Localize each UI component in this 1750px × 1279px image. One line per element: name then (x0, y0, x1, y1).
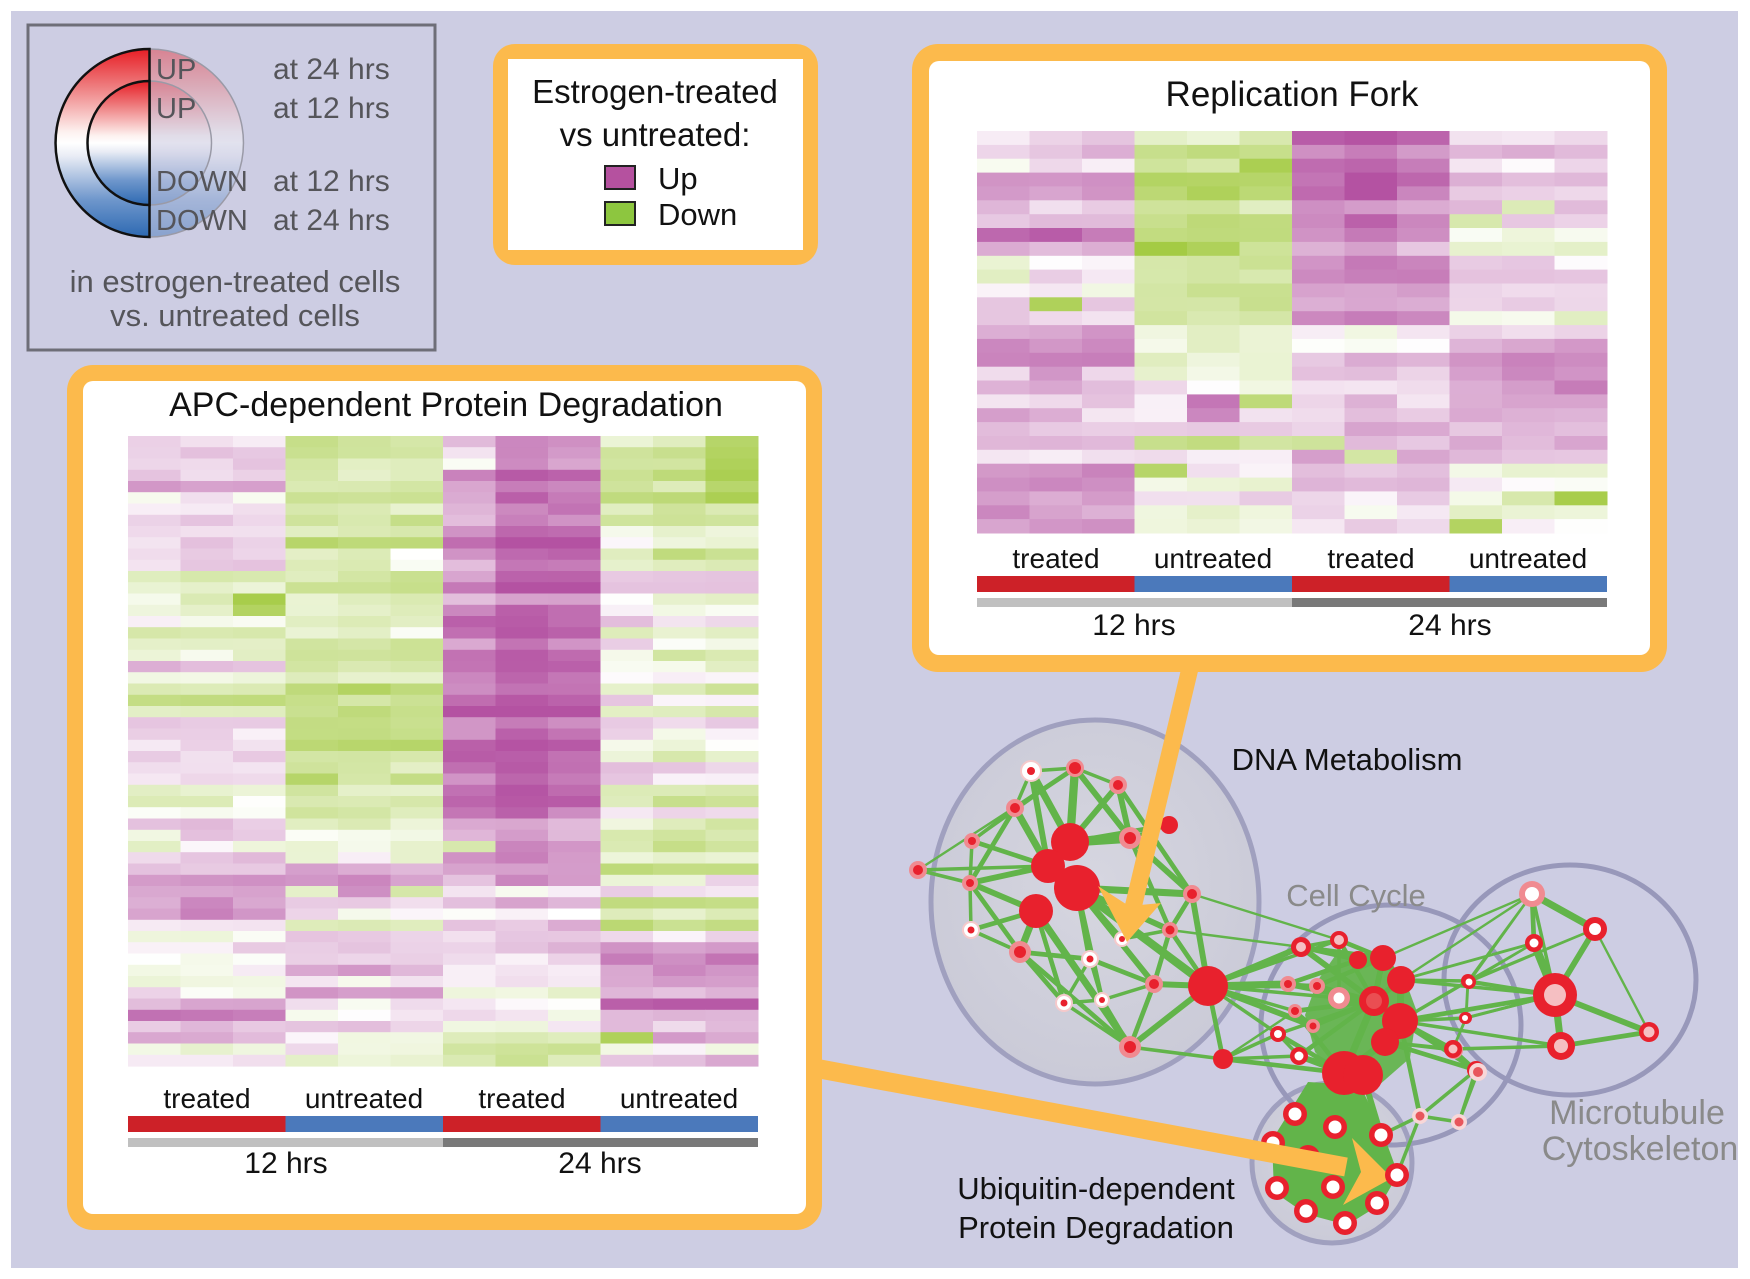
svg-text:12 hrs: 12 hrs (1092, 609, 1175, 642)
svg-text:treated: treated (478, 1083, 565, 1114)
svg-text:APC-dependent Protein Degradat: APC-dependent Protein Degradation (169, 386, 723, 424)
svg-text:Protein Degradation: Protein Degradation (958, 1210, 1234, 1245)
svg-text:treated: treated (1012, 543, 1099, 574)
svg-text:24 hrs: 24 hrs (1408, 609, 1491, 642)
svg-text:UP: UP (156, 93, 196, 125)
svg-text:Replication Fork: Replication Fork (1166, 75, 1419, 114)
svg-text:untreated: untreated (305, 1083, 423, 1114)
svg-text:Microtubule: Microtubule (1549, 1094, 1725, 1132)
svg-text:Cytoskeleton: Cytoskeleton (1542, 1130, 1739, 1168)
svg-text:treated: treated (1327, 543, 1414, 574)
svg-text:vs untreated:: vs untreated: (560, 116, 751, 153)
svg-text:untreated: untreated (620, 1083, 738, 1114)
svg-text:vs. untreated cells: vs. untreated cells (110, 298, 360, 333)
svg-text:24 hrs: 24 hrs (558, 1147, 641, 1180)
svg-text:at 24 hrs: at 24 hrs (273, 204, 390, 237)
svg-text:untreated: untreated (1154, 543, 1272, 574)
svg-text:Up: Up (658, 161, 698, 196)
svg-text:untreated: untreated (1469, 543, 1587, 574)
svg-text:UP: UP (156, 54, 196, 86)
svg-text:Estrogen-treated: Estrogen-treated (532, 73, 778, 110)
svg-text:DOWN: DOWN (156, 166, 248, 198)
svg-text:treated: treated (163, 1083, 250, 1114)
svg-text:at 12 hrs: at 12 hrs (273, 92, 390, 125)
svg-text:DNA Metabolism: DNA Metabolism (1232, 742, 1463, 777)
svg-text:at 12 hrs: at 12 hrs (273, 165, 390, 198)
svg-text:DOWN: DOWN (156, 205, 248, 237)
svg-text:Cell Cycle: Cell Cycle (1286, 878, 1426, 913)
svg-text:Ubiquitin-dependent: Ubiquitin-dependent (957, 1171, 1235, 1206)
svg-text:12 hrs: 12 hrs (244, 1147, 327, 1180)
svg-text:Down: Down (658, 197, 737, 232)
svg-text:in estrogen-treated cells: in estrogen-treated cells (70, 264, 401, 299)
svg-text:at 24 hrs: at 24 hrs (273, 53, 390, 86)
